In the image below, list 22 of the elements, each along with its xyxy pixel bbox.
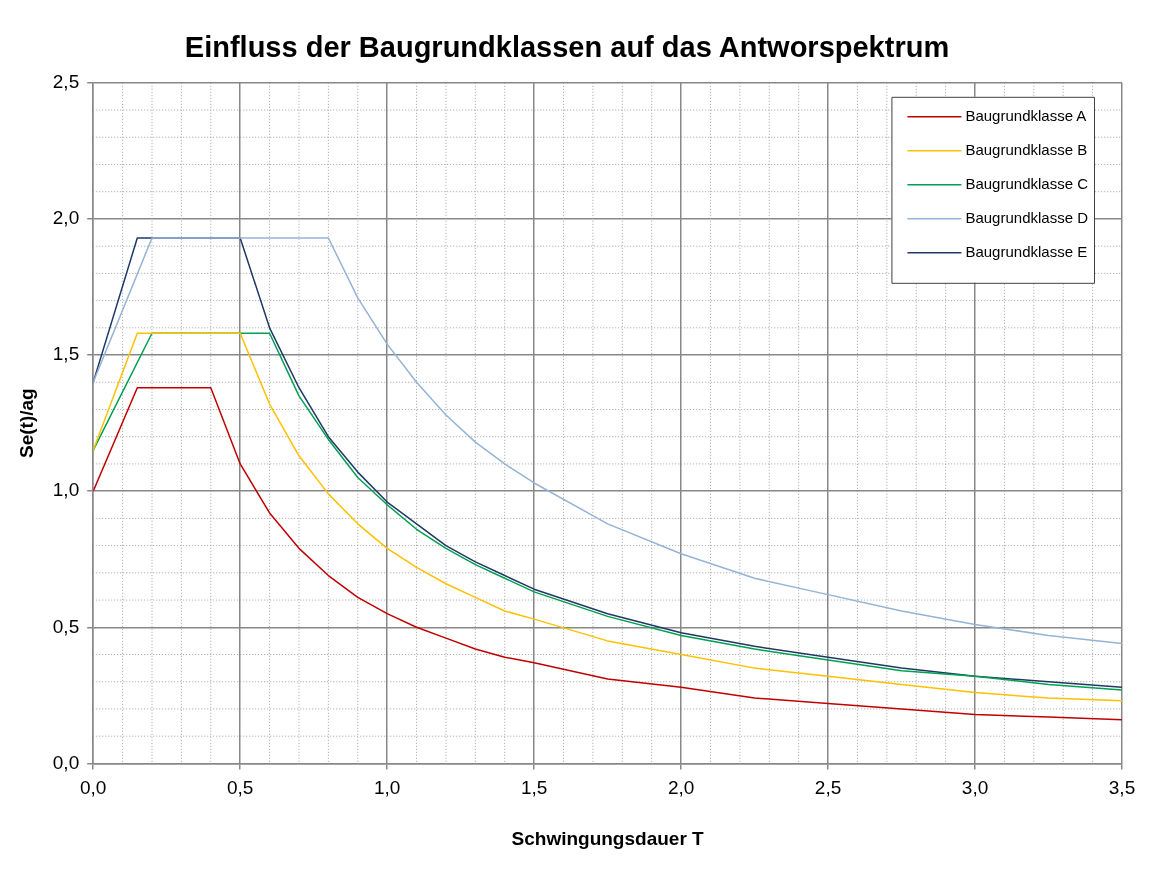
legend-label: Baugrundklasse A [965, 106, 1087, 124]
x-tick-label: 0,5 [226, 777, 254, 799]
y-tick-label: 1,0 [52, 479, 80, 501]
chart-title: Einfluss der Baugrundklassen auf das Antworspektrum [184, 31, 950, 64]
x-tick-label: 3,5 [1108, 777, 1136, 799]
legend-label: Baugrundklasse B [965, 140, 1088, 158]
y-axis-title: Se(t)/ag [15, 388, 37, 458]
x-tick-label: 2,0 [667, 777, 695, 799]
y-tick-label: 2,5 [52, 71, 80, 93]
y-tick-label: 2,0 [52, 207, 80, 229]
y-tick-label: 1,5 [52, 343, 80, 365]
x-tick-label: 1,5 [520, 777, 548, 799]
x-tick-label: 1,0 [373, 777, 401, 799]
legend-label: Baugrundklasse C [965, 174, 1089, 192]
x-axis-title: Schwingungsdauer T [511, 827, 705, 849]
y-tick-label: 0,0 [52, 751, 80, 773]
x-tick-label: 3,0 [961, 777, 989, 799]
x-tick-label: 0,0 [80, 777, 107, 799]
y-tick-label: 0,5 [52, 615, 80, 637]
legend-label: Baugrundklasse D [965, 208, 1089, 226]
x-tick-label: 2,5 [814, 777, 842, 799]
legend-label: Baugrundklasse E [965, 242, 1088, 260]
